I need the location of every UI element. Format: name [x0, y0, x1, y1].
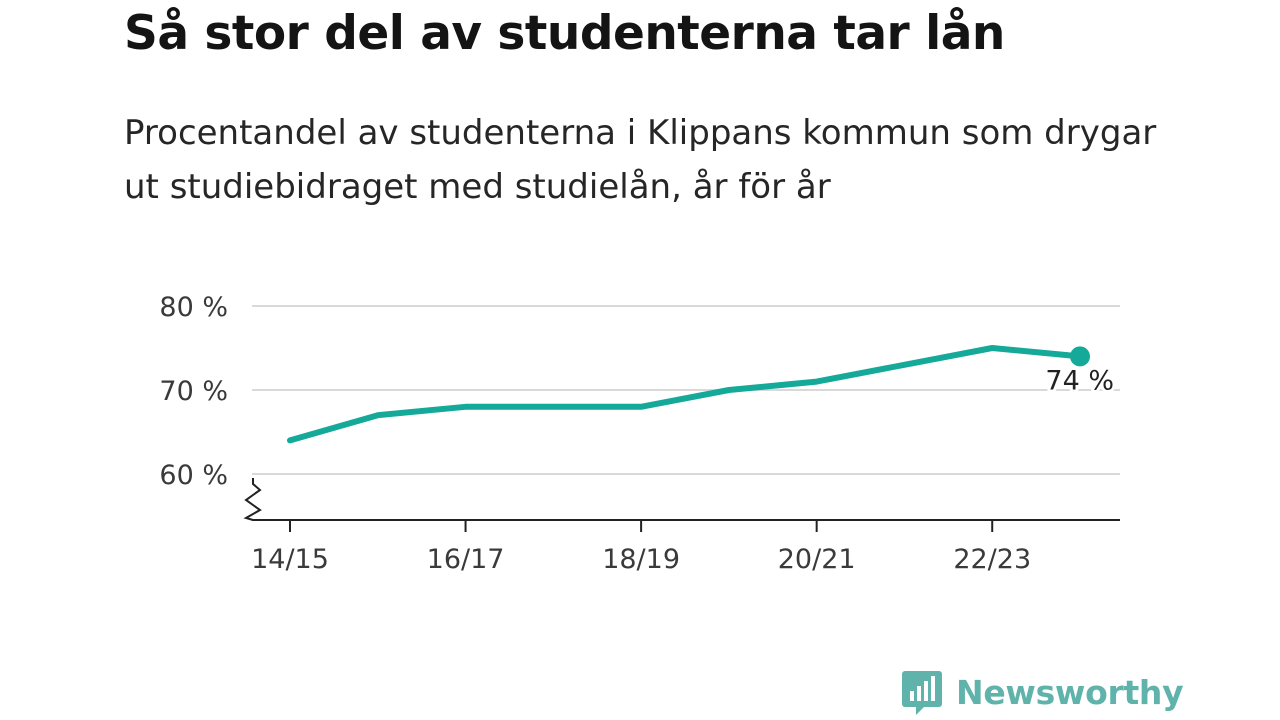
x-axis	[243, 478, 1120, 532]
end-value-label: 74 %	[1045, 365, 1114, 396]
x-tick-label: 14/15	[251, 544, 329, 575]
axis-break-mark	[243, 478, 262, 521]
grid-lines	[252, 305, 1120, 475]
x-tick-label: 16/17	[427, 544, 505, 575]
series-end-point	[1070, 346, 1090, 367]
newsworthy-logo-icon	[902, 671, 942, 715]
chart-title: Så stor del av studenterna tar lån	[124, 6, 1005, 61]
y-tick-label: 80 %	[159, 292, 228, 323]
brand-name: Newsworthy	[956, 672, 1184, 712]
brand-logo: Newsworthy	[902, 670, 1184, 715]
series-group: 74 %	[287, 345, 1117, 444]
x-tick-label: 22/23	[953, 544, 1031, 575]
series-line	[287, 345, 1083, 444]
y-tick-label: 70 %	[159, 376, 228, 407]
y-tick-labels: 60 % 70 % 80 %	[159, 292, 228, 491]
x-tick-label: 18/19	[602, 544, 680, 575]
x-tick-labels: 14/15 16/17 18/19 20/21 22/23	[251, 544, 1031, 575]
x-tick-label: 20/21	[778, 544, 856, 575]
y-tick-label: 60 %	[159, 460, 228, 491]
chart-subtitle: Procentandel av studenterna i Klippans k…	[124, 113, 1157, 207]
